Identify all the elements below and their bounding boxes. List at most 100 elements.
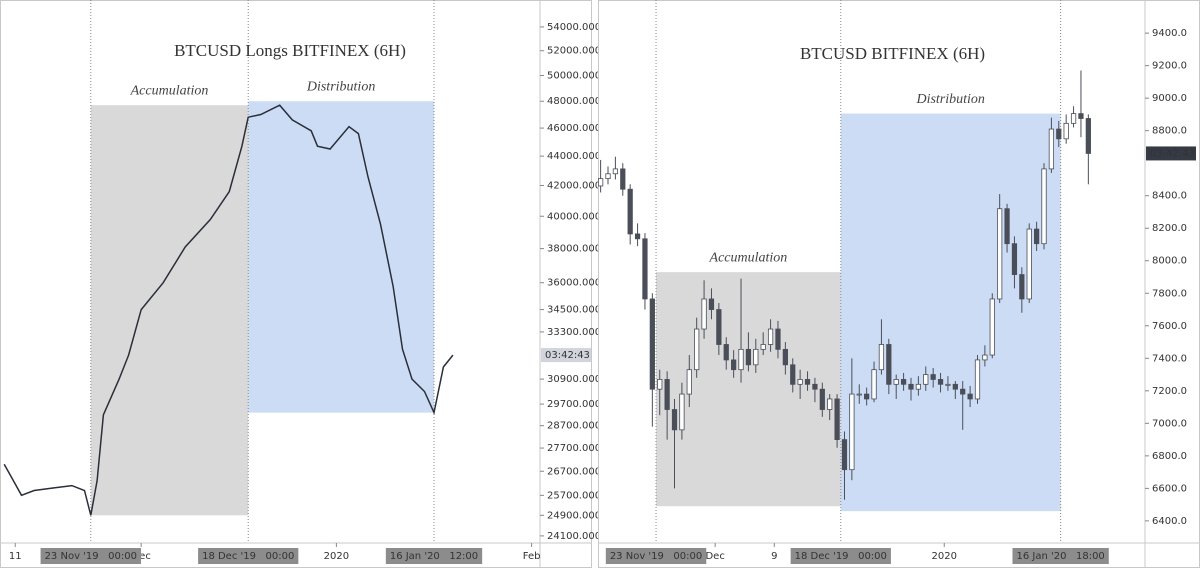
countdown-box [1146,146,1196,161]
y-tick-label: 52000.0000 [547,46,607,57]
y-tick-label: 38000.0000 [547,244,607,255]
candle-body [723,344,729,361]
y-tick-label: 36000.0000 [547,278,607,289]
chart-panel: Accumulation Distribution BTCUSD Longs BIT… [0,0,607,568]
candle-body [945,383,951,386]
y-tick-label: 42000.0000 [547,180,607,191]
y-tick-label: 7400.0 [1152,353,1187,364]
y-tick-label: 9200.0 [1152,61,1187,72]
candle-body [1078,113,1084,119]
x-tick-label: Dec [705,551,724,562]
y-tick-label: 54000.0000 [547,22,607,33]
candle-body [679,393,685,431]
y-tick-label: 33300.0000 [547,327,607,338]
x-tick-label: 2020 [932,551,957,562]
candle-body [1033,228,1040,245]
y-tick-label: 40000.0000 [547,211,607,222]
candle-body [1085,118,1091,154]
candle-body [856,393,862,396]
candle-body [612,168,619,175]
candle-body [694,328,700,371]
marker-label: 18 Dec '19 00:00 [202,551,294,562]
y-tick-label: 9400.0 [1152,28,1187,39]
candle-body [989,298,995,356]
region [248,101,434,413]
candle-body [649,298,655,390]
y-tick-label: 25700.0000 [547,490,607,501]
y-tick-label: 7600.0 [1152,321,1187,332]
marker-label-box [605,548,707,564]
candle-body [967,393,973,400]
candle-body [841,439,848,471]
candle-body [790,364,796,385]
marker-label-box [385,548,483,564]
y-tick-label: 29700.0000 [547,399,607,410]
y-tick-label: 6600.0 [1152,483,1187,494]
candle-body [664,379,670,410]
y-tick-label: 48000.0000 [547,96,607,107]
marker-label: 18 Dec '19 00:00 [795,551,887,562]
candle-body [775,328,781,350]
candle-body [915,383,921,390]
candle-body [708,298,715,310]
y-tick-label: 24100.0000 [547,531,607,542]
region-label: Distribution [915,92,984,107]
candle-body [886,344,892,385]
candle-body [923,374,929,385]
candle-body [701,298,707,330]
y-tick-label: 26700.0000 [547,466,607,477]
candle-body [634,233,641,240]
candle-body [686,369,692,395]
y-tick-label: 9000.0 [1152,93,1187,104]
y-tick-label: 27700.0000 [547,443,607,454]
y-tick-label: 8400.0 [1152,191,1187,202]
candle-body [1041,168,1047,245]
candle-body [849,393,855,471]
y-tick-label: 7000.0 [1152,418,1187,429]
candle-body [731,359,737,371]
candle-body [937,379,944,385]
candle-body [1070,113,1077,124]
candle-body [878,344,885,371]
candle-body [671,409,678,431]
candle-body [974,359,981,400]
y-tick-label: 6800.0 [1152,451,1187,462]
y-tick-label: 8000.0 [1152,256,1187,267]
region-label: Accumulation [130,83,209,98]
y-tick-label: 44000.0000 [547,151,607,162]
marker-label: 16 Jan '20 12:00 [390,551,478,562]
candle-body [716,309,722,345]
candle-body [1063,122,1069,140]
candle-body [997,208,1003,300]
candle-body [819,388,825,410]
region [840,113,1061,512]
candle-body [1004,208,1010,245]
x-tick-label: 11 [9,551,22,562]
chart-title: BTCUSD Longs BITFINEX (6H) [174,41,406,60]
x-tick-label: Feb [523,551,541,562]
candle-body [642,238,648,300]
chart-panel: Accumulation Distribution BTCUSD BITFINEX … [597,0,1200,568]
candle-body [804,379,811,385]
y-tick-label: 30900.0000 [547,374,607,385]
candle-body [827,398,833,410]
candle-body [1026,228,1032,300]
chart-title: BTCUSD BITFINEX (6H) [800,44,985,63]
y-tick-label: 6400.0 [1152,516,1187,527]
candle-body [597,178,604,187]
candle-body [782,348,788,366]
candle-body [871,369,877,400]
candle-body [952,383,958,390]
y-tick-label: 7800.0 [1152,288,1187,299]
candle-body [620,168,626,190]
candle-body [812,383,818,390]
candle-body [738,348,744,371]
x-tick-label: 2020 [324,551,349,562]
candle-body [1048,128,1055,170]
marker-label: 23 Nov '19 00:00 [45,551,137,562]
y-tick-label: 50000.0000 [547,70,607,81]
countdown-box [541,348,591,363]
marker-label: 23 Nov '19 00:00 [610,551,702,562]
